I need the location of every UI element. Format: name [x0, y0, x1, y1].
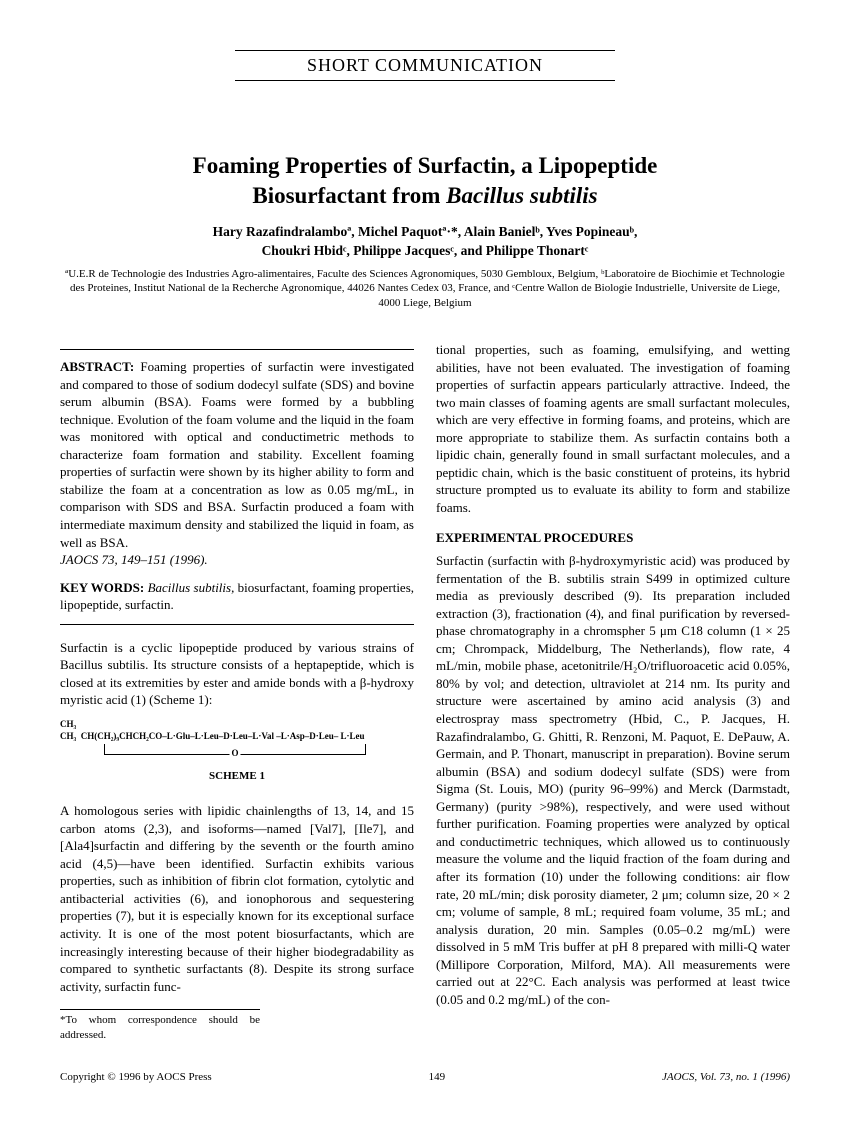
article-title: Foaming Properties of Surfactin, a Lipop…	[60, 151, 790, 211]
intro-paragraph-1: Surfactin is a cyclic lipopeptide produc…	[60, 639, 414, 709]
journal-ref: JAOCS 73, 149–151 (1996).	[60, 552, 208, 567]
scheme-caption: SCHEME 1	[60, 769, 414, 784]
affiliations: ªU.E.R de Technologie des Industries Agr…	[60, 267, 790, 312]
authors-line1: Hary Razafindralamboª, Michel Paquotª·*,…	[213, 224, 638, 239]
scheme-main-chain: CH₃ CH(CH₂)₉CHCH₂CO–L·Glu–L·Leu–D·Leu–L·…	[60, 731, 414, 743]
authors-line2: Choukri Hbidᶜ, Philippe Jacquesᶜ, and Ph…	[262, 243, 589, 258]
keywords-label: KEY WORDS:	[60, 580, 144, 595]
abstract-block: ABSTRACT: Foaming properties of surfacti…	[60, 358, 414, 569]
title-line1: Foaming Properties of Surfactin, a Lipop…	[193, 153, 658, 178]
abstract-label: ABSTRACT:	[60, 359, 134, 374]
correspondence-footnote: *To whom correspondence should be addres…	[60, 1009, 260, 1043]
scheme-ch3-bot: CH₃	[60, 731, 76, 741]
page-container: SHORT COMMUNICATION Foaming Properties o…	[0, 0, 850, 1123]
scheme-oxygen: O	[229, 748, 240, 760]
intro-paragraph-2: A homologous series with lipidic chainle…	[60, 802, 414, 995]
page-number: 149	[429, 1071, 446, 1083]
divider	[60, 624, 414, 625]
experimental-paragraph: Surfactin (surfactin with β-hydroxymyris…	[436, 552, 790, 1008]
keywords-italic: Bacillus subtilis,	[148, 580, 235, 595]
scheme-ring-box: O	[104, 744, 366, 755]
right-column: tional properties, such as foaming, emul…	[436, 341, 790, 1043]
experimental-heading: EXPERIMENTAL PROCEDURES	[436, 529, 790, 547]
journal-footer: JAOCS, Vol. 73, no. 1 (1996)	[662, 1071, 790, 1083]
page-footer: Copyright © 1996 by AOCS Press 149 JAOCS…	[60, 1071, 790, 1083]
keywords-block: KEY WORDS: Bacillus subtilis, biosurfact…	[60, 579, 414, 614]
section-header: SHORT COMMUNICATION	[235, 50, 615, 81]
title-line2b: Bacillus subtilis	[446, 183, 597, 208]
divider	[60, 349, 414, 350]
scheme-chain-text: CH(CH₂)₉CHCH₂CO–L·Glu–L·Leu–D·Leu–L·Val …	[81, 731, 365, 741]
scheme-1-structure: CH₃ CH₃ CH(CH₂)₉CHCH₂CO–L·Glu–L·Leu–D·Le…	[60, 719, 414, 755]
title-line2a: Biosurfactant from	[252, 183, 446, 208]
two-column-layout: ABSTRACT: Foaming properties of surfacti…	[60, 341, 790, 1043]
scheme-ch3-top: CH₃	[60, 719, 414, 731]
authors: Hary Razafindralamboª, Michel Paquotª·*,…	[60, 223, 790, 261]
col2-continuation: tional properties, such as foaming, emul…	[436, 341, 790, 516]
abstract-text: Foaming properties of surfactin were inv…	[60, 359, 414, 549]
copyright-text: Copyright © 1996 by AOCS Press	[60, 1071, 212, 1083]
left-column: ABSTRACT: Foaming properties of surfacti…	[60, 341, 414, 1043]
